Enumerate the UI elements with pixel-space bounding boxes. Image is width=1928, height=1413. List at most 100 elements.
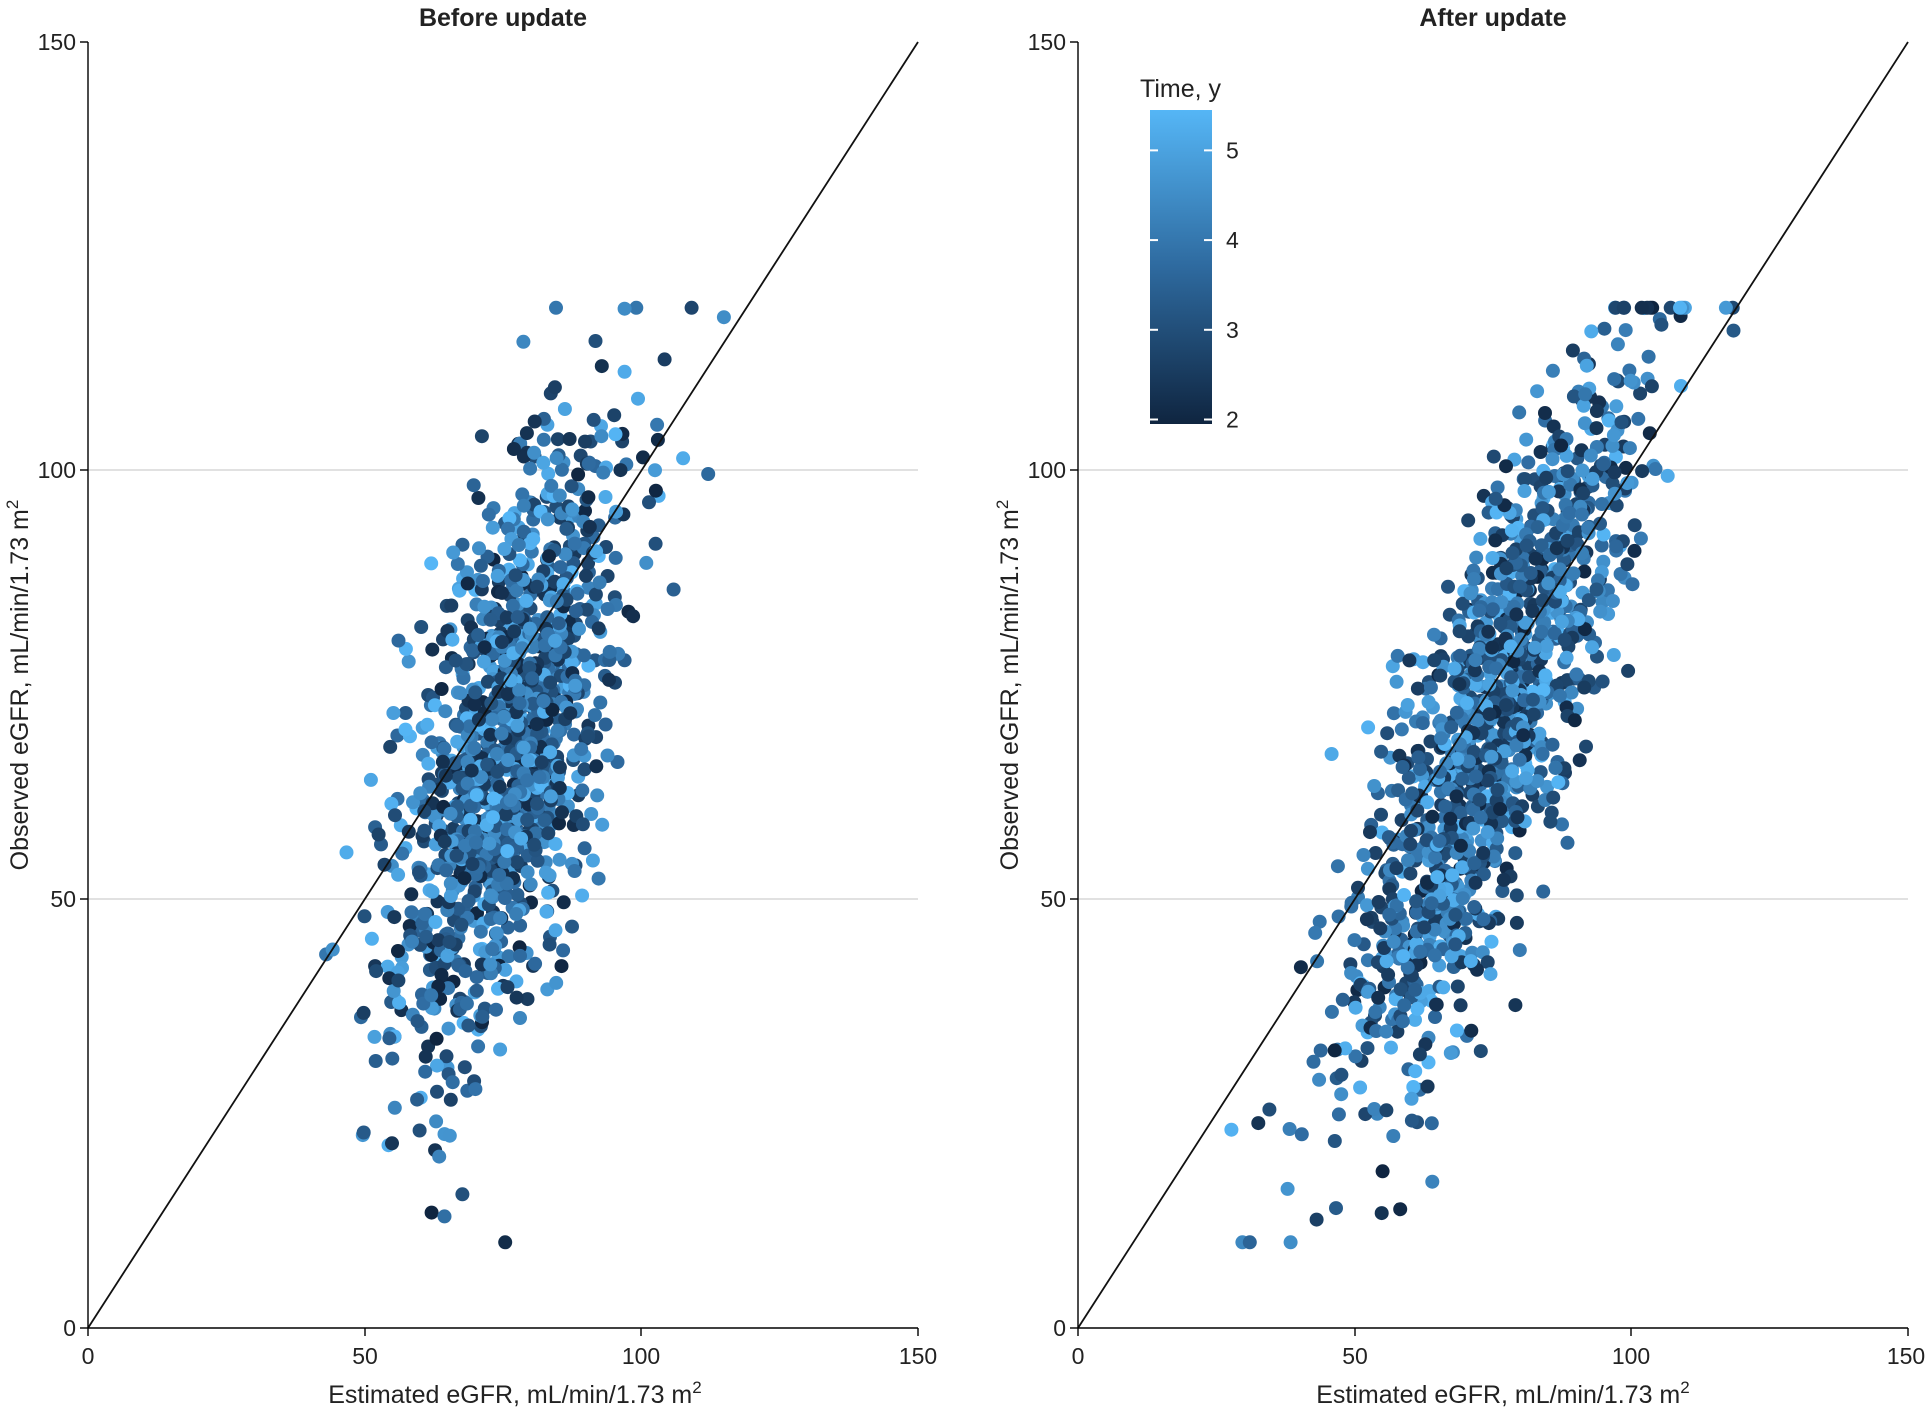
- scatter-point: [1375, 1164, 1390, 1179]
- scatter-point: [468, 835, 483, 850]
- scatter-point: [1496, 872, 1511, 887]
- scatter-point: [554, 959, 569, 974]
- scatter-point: [1468, 653, 1483, 668]
- scatter-point: [469, 983, 484, 998]
- scatter-point: [530, 853, 545, 868]
- scatter-point: [567, 864, 582, 878]
- legend-tick-label: 5: [1226, 137, 1239, 163]
- scatter-point: [445, 1075, 460, 1090]
- scatter-point: [1360, 1041, 1375, 1056]
- scatter-point: [1363, 825, 1377, 840]
- scatter-point: [515, 487, 530, 502]
- scatter-point: [1499, 459, 1513, 474]
- scatter-point: [472, 541, 486, 556]
- scatter-point: [567, 536, 582, 551]
- scatter-point: [1635, 464, 1650, 479]
- scatter-point: [493, 1042, 508, 1057]
- scatter-point: [1455, 860, 1470, 875]
- scatter-point: [1518, 472, 1532, 487]
- scatter-point: [386, 706, 401, 720]
- scatter-point: [1404, 823, 1418, 838]
- scatter-point: [1585, 640, 1599, 655]
- y-tick-label: 150: [1028, 29, 1066, 55]
- scatter-point: [1386, 1129, 1401, 1143]
- scatter-point: [1453, 838, 1468, 853]
- scatter-point: [527, 414, 542, 429]
- scatter-point: [582, 519, 597, 534]
- scatter-point: [1476, 867, 1491, 882]
- scatter-point: [458, 838, 473, 853]
- scatter-point: [541, 885, 556, 900]
- scatter-point: [1622, 441, 1637, 456]
- scatter-point: [1495, 884, 1510, 898]
- scatter-point: [424, 735, 439, 750]
- scatter-point: [581, 490, 596, 505]
- scatter-point: [1371, 895, 1386, 909]
- scatter-point: [439, 863, 454, 878]
- scatter-point: [514, 831, 529, 846]
- scatter-point: [602, 672, 616, 687]
- scatter-point: [1427, 948, 1442, 963]
- scatter-point: [1560, 464, 1575, 479]
- scatter-point: [617, 364, 632, 379]
- scatter-point: [527, 837, 542, 852]
- scatter-point: [1565, 343, 1580, 358]
- scatter-point: [1567, 713, 1582, 728]
- scatter-point: [413, 786, 428, 801]
- scatter-point: [666, 582, 681, 597]
- scatter-point: [629, 300, 644, 315]
- scatter-point: [506, 442, 521, 456]
- scatter-point: [557, 402, 572, 416]
- scatter-point: [1577, 622, 1592, 637]
- scatter-point: [1468, 875, 1483, 890]
- legend-tick-label: 2: [1226, 407, 1239, 433]
- scatter-point: [1521, 455, 1536, 470]
- scatter-point: [1480, 955, 1495, 970]
- scatter-point: [522, 621, 537, 636]
- scatter-point: [430, 1084, 444, 1099]
- scatter-point: [1476, 912, 1491, 927]
- scatter-point: [369, 964, 384, 979]
- scatter-point: [1436, 980, 1451, 995]
- scatter-point: [608, 427, 623, 442]
- scatter-point: [1607, 465, 1622, 480]
- scatter-point: [1596, 527, 1611, 542]
- scatter-point: [545, 702, 560, 717]
- scatter-point: [1575, 463, 1590, 478]
- scatter-point: [1493, 802, 1508, 816]
- x-tick-label: 100: [1612, 1343, 1650, 1369]
- scatter-point: [1417, 920, 1432, 935]
- y-tick-label: 0: [63, 1315, 76, 1341]
- scatter-point: [1283, 1235, 1298, 1250]
- scatter-point: [450, 719, 465, 733]
- legend-tick-label: 3: [1226, 317, 1239, 343]
- scatter-point: [497, 854, 512, 869]
- scatter-point: [445, 632, 460, 647]
- x-tick-label: 0: [82, 1343, 95, 1369]
- scatter-point: [1484, 749, 1499, 764]
- scatter-point: [357, 909, 372, 924]
- scatter-point: [483, 612, 498, 627]
- scatter-point: [586, 412, 601, 427]
- scatter-point: [1518, 615, 1533, 630]
- scatter-point: [1485, 602, 1500, 617]
- scatter-point: [1509, 607, 1524, 622]
- x-tick-label: 50: [1342, 1343, 1368, 1369]
- scatter-point: [1480, 773, 1495, 788]
- scatter-point: [1560, 835, 1575, 850]
- scatter-point: [500, 687, 515, 702]
- scatter-point: [437, 741, 452, 756]
- scatter-point: [520, 753, 535, 768]
- scatter-point: [575, 817, 590, 832]
- scatter-point: [1490, 783, 1505, 797]
- scatter-point: [1467, 856, 1482, 871]
- scatter-point: [1448, 937, 1463, 952]
- scatter-point: [1413, 762, 1427, 777]
- scatter-point: [1374, 1206, 1389, 1221]
- scatter-point: [1294, 1127, 1309, 1142]
- scatter-point: [526, 532, 541, 547]
- scatter-point: [1605, 438, 1620, 453]
- scatter-point: [579, 568, 593, 583]
